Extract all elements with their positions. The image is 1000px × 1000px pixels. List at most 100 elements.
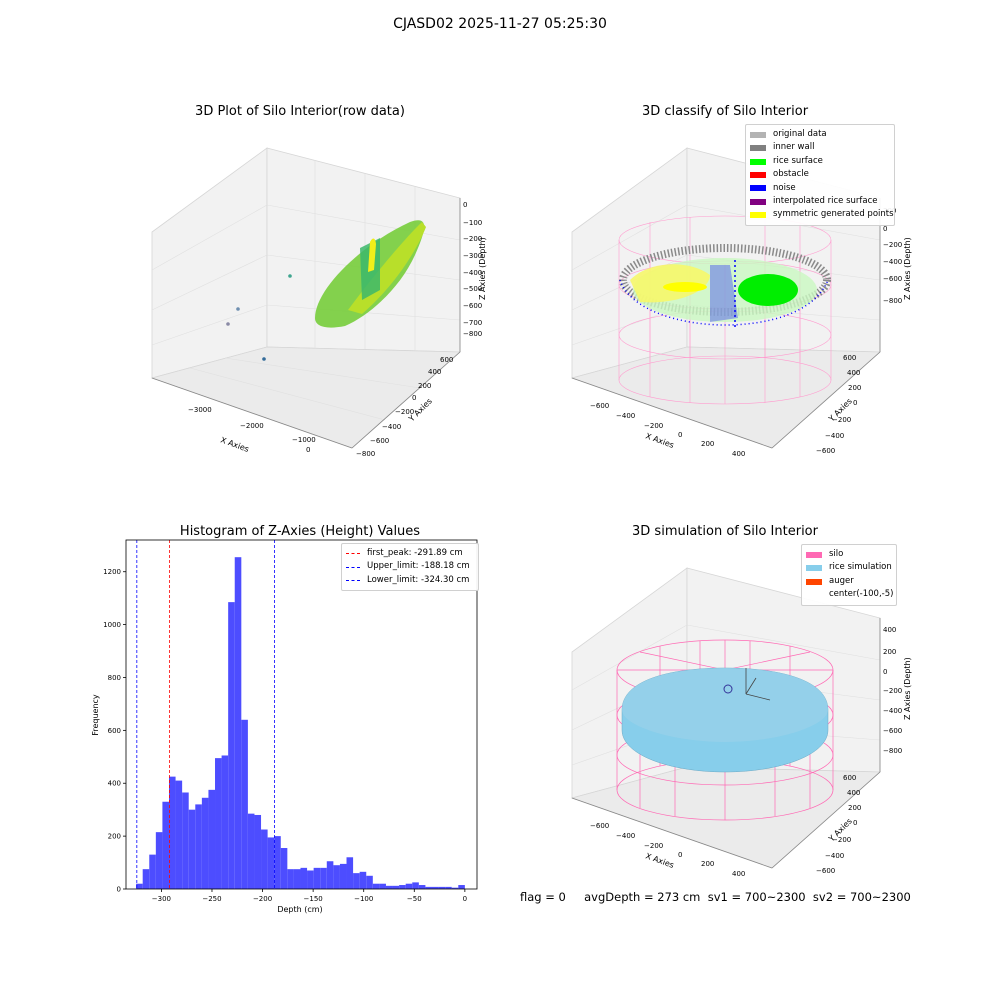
histogram-bar [274,836,281,889]
sim-ytick: 600 [843,774,856,782]
histogram-bar [188,809,196,889]
sim-xtick: 200 [701,860,714,868]
histogram-ylabel: Frequency [91,694,100,736]
raw-xtick: 0 [306,446,310,454]
histogram-xlabel: Depth (cm) [277,905,322,914]
sim-ztick: −800 [883,747,902,755]
sim-ztick: −600 [883,727,902,735]
raw-outlier-point [262,357,266,361]
sim-xtick: 0 [678,851,682,859]
classify-xlabel: X Axies [644,431,675,450]
histogram-bar [195,804,202,889]
raw-outlier-point [226,322,230,326]
simulation-plot-title: 3D simulation of Silo Interior [632,524,818,539]
histogram-x-ticks: −300 −250 −200 −150 −100 −50 0 [152,889,467,903]
histogram-xtick-label: −300 [152,895,171,903]
histogram-bar [313,867,321,889]
raw-ytick: −600 [370,437,389,445]
histogram-bar [254,814,262,889]
histogram-bar [175,780,183,889]
histogram-xtick-label: −50 [407,895,422,903]
sim-ytick: 200 [848,804,861,812]
sim-ytick: −600 [816,867,835,875]
sim-ytick: −400 [825,852,844,860]
histogram-bar [418,885,426,889]
histogram-ytick-label: 200 [108,833,121,841]
raw-ztick: −500 [463,285,482,293]
classify-xtick: 0 [678,431,682,439]
histogram-bar [241,719,248,889]
sim-xtick: −200 [644,842,663,850]
legend-item-rice-simulation: rice simulation [806,561,892,574]
legend-line [346,566,360,568]
histogram-xtick-label: −100 [354,895,373,903]
sim-ytick: −200 [832,836,851,844]
histogram-bar [353,873,360,889]
histogram-legend: first_peak: -291.89 cm Upper_limit: -188… [341,543,479,592]
raw-xtick: −2000 [240,422,264,430]
classify-ztick: −200 [883,241,902,249]
legend-item-first-peak: first_peak: -291.89 cm [346,547,474,560]
histogram-ytick-label: 800 [108,674,121,682]
histogram-bar [221,755,229,889]
classify-3d-plot: −600 −400 −200 0 200 400 −600 −400 −200 … [570,147,912,458]
figure-title: CJASD02 2025-11-27 05:25:30 [393,16,607,32]
sim-center-marker [723,684,733,694]
raw-xtick: −1000 [292,436,316,444]
histogram-bar [234,557,242,889]
simulation-3d-plot: −600 −400 −200 0 200 400 −600 −400 −200 … [570,567,912,878]
raw-ztick: −600 [463,302,482,310]
legend-item-auger: auger [806,575,892,588]
histogram-title: Histogram of Z-Axies (Height) Values [179,524,421,539]
histogram-bar [247,813,255,889]
sim-ztick: −200 [883,687,902,695]
legend-swatch [806,592,822,598]
raw-xtick: −3000 [188,406,212,414]
raw-y-axis-line [351,351,461,449]
histogram-bar [333,865,340,889]
histogram-bar [228,602,235,889]
histogram-xtick-label: −150 [304,895,323,903]
legend-item-obstacle: obstacle [750,168,890,181]
classify-xtick: 200 [701,440,714,448]
classify-zlabel: Z Axies (Depth) [903,237,912,300]
raw-xlabel: X Axies [219,435,250,454]
legend-item-silo: silo [806,548,892,561]
histogram-bar [300,867,308,889]
histogram-ytick-label: 0 [117,886,121,894]
histogram-bar [451,887,459,889]
histogram-bar [438,886,446,889]
classify-ytick: 400 [847,369,860,377]
legend-swatch [750,198,766,205]
classify-xtick: −200 [644,422,663,430]
legend-item-symmetric: symmetric generated points [750,208,894,221]
classify-symmetric-points-dense [663,282,707,292]
sim-rice-top [622,668,828,742]
histogram-ytick-label: 1200 [103,568,121,576]
sim-auger [745,668,771,701]
histogram-bar [346,857,354,889]
classify-legend: original data inner wall rice surface ob… [745,124,895,226]
histogram-bars [136,557,465,889]
histogram-bar [339,863,347,889]
legend-swatch [750,212,766,219]
legend-item-upper-limit: Upper_limit: -188.18 cm [346,560,474,573]
histogram-bar [162,801,169,889]
histogram-bar [372,883,380,889]
classify-ytick: 0 [853,399,857,407]
sim-ztick: 200 [883,648,896,656]
status-footer: flag = 0 avgDepth = 273 cm sv1 = 700~230… [520,890,911,904]
histogram-bar [399,885,406,889]
classify-xtick: −600 [590,402,609,410]
legend-swatch [750,131,766,138]
classify-ytick: 600 [843,354,856,362]
raw-ztick: −800 [463,330,482,338]
histogram-bar [142,869,150,889]
histogram-bar [182,792,189,889]
histogram-bar [326,861,334,889]
histogram-bar [136,883,143,889]
raw-x-axis-line [151,377,353,449]
histogram-bar [412,882,419,889]
raw-ytick: −400 [382,423,401,431]
raw-outlier-point [288,274,292,278]
